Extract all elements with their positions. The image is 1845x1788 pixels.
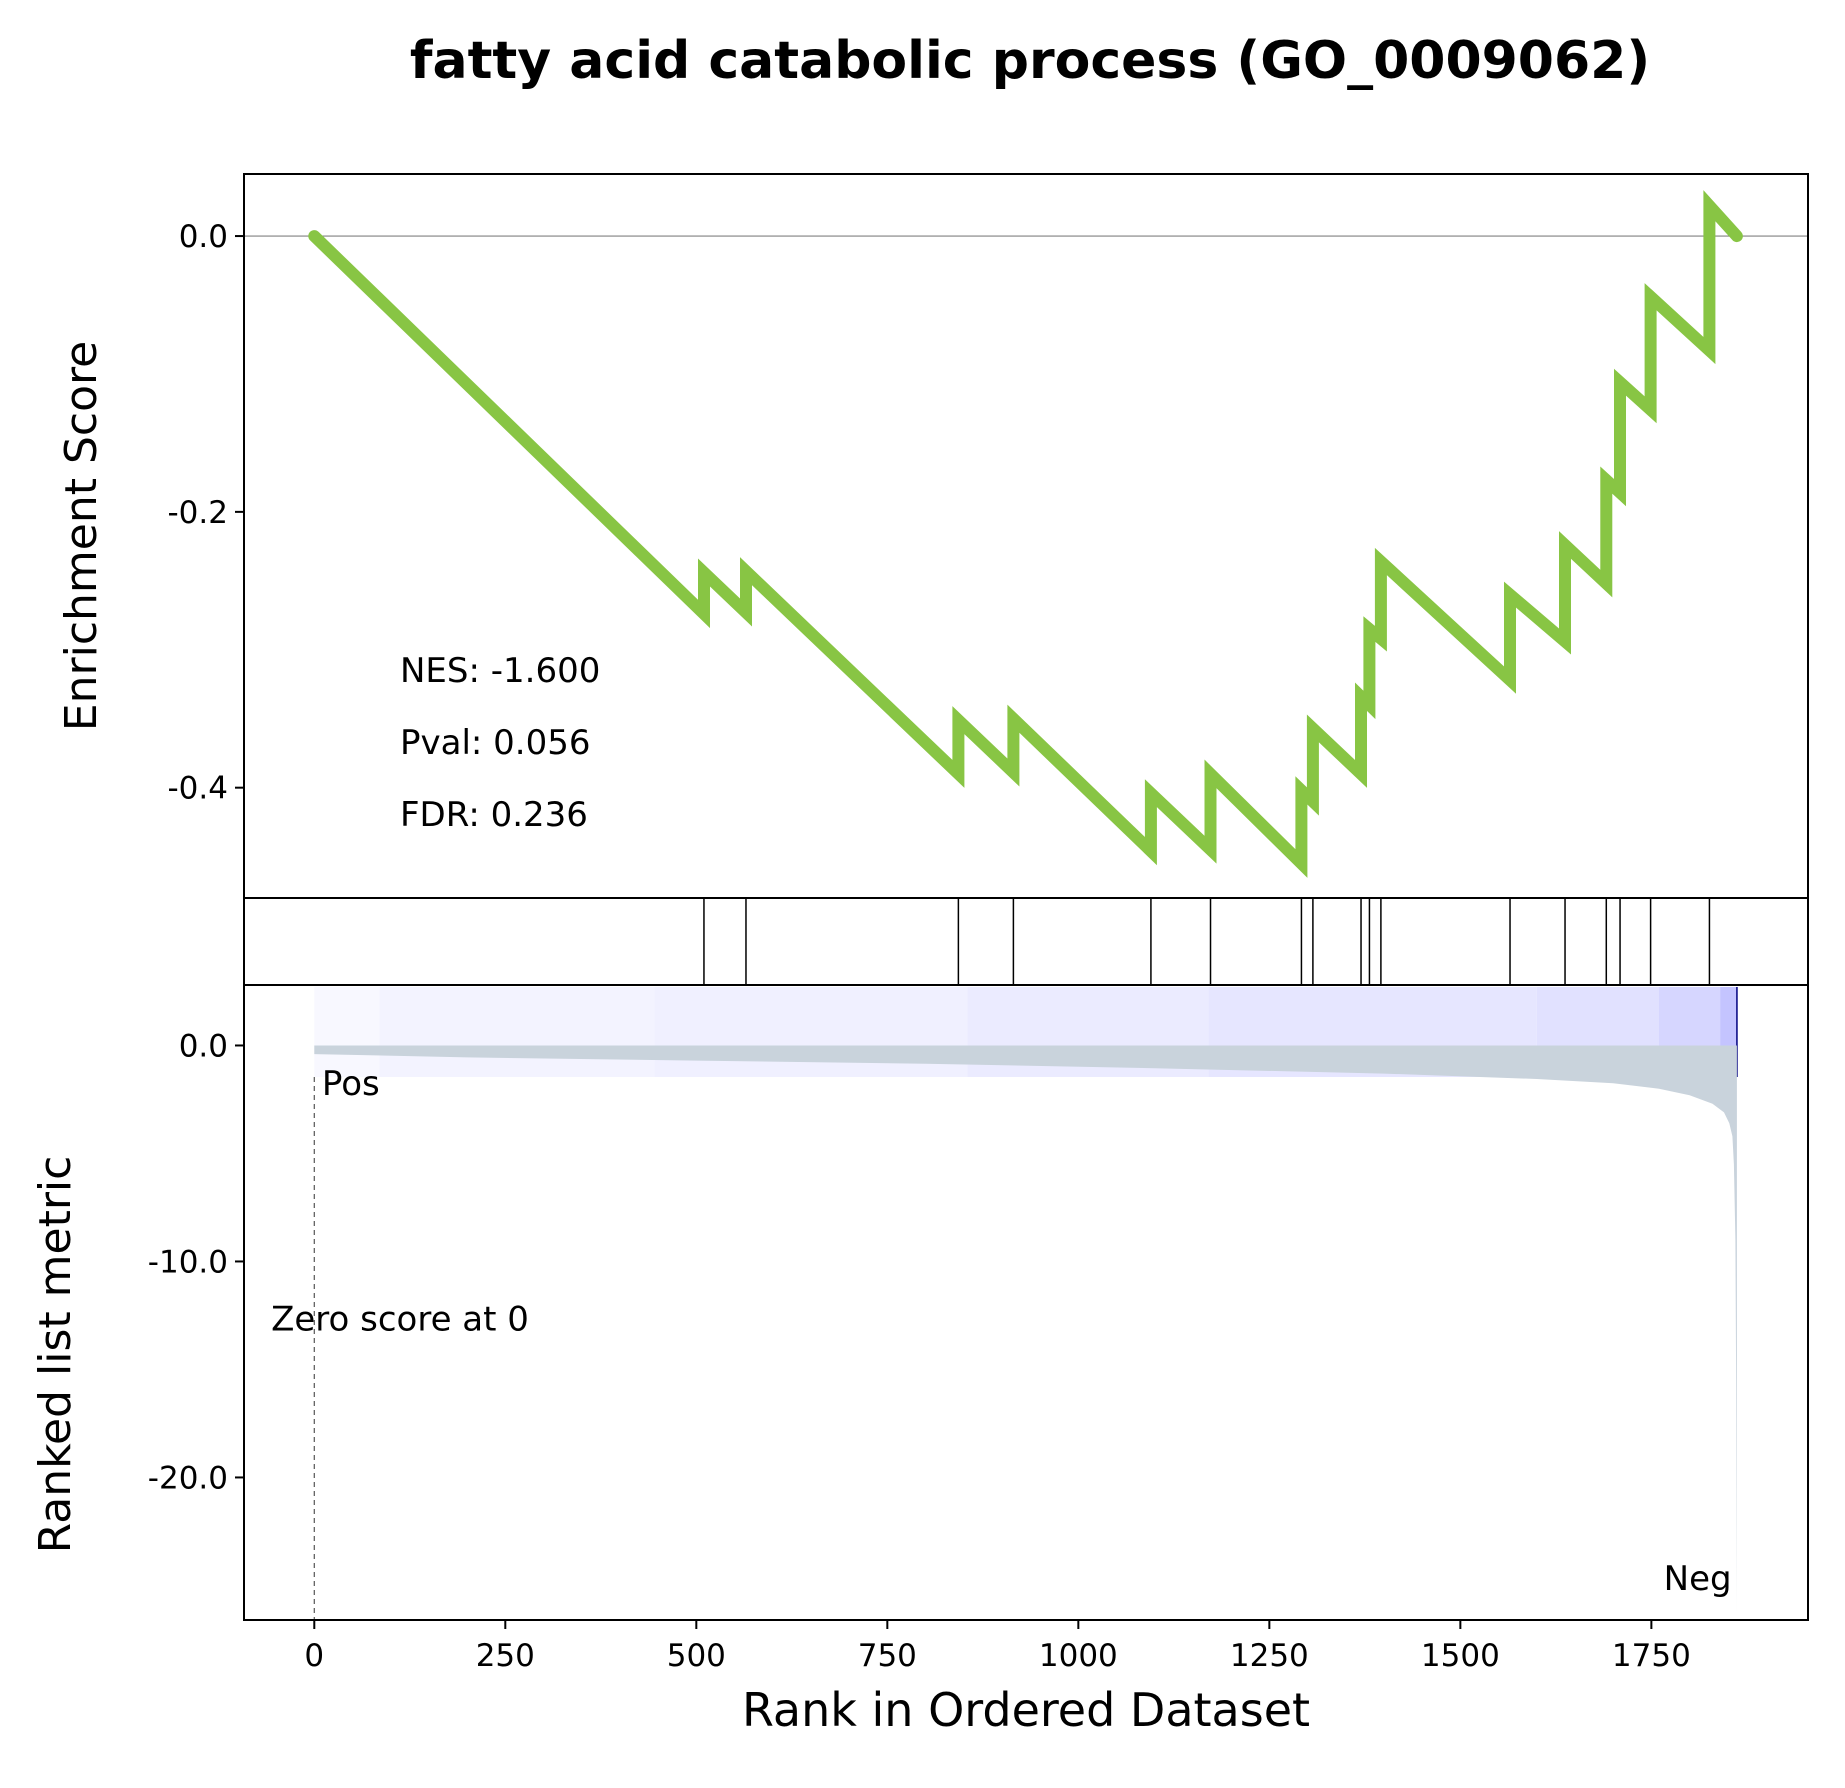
hit-lines — [703, 898, 1711, 985]
enrichment-score-line — [308, 190, 1743, 878]
metric-panel-frame — [243, 984, 1809, 1621]
es-stat-label: Pval: 0.056 — [400, 723, 591, 763]
x-axis-label: Rank in Ordered Dataset — [742, 1683, 1310, 1737]
zero-score-label: Zero score at 0 — [271, 1300, 529, 1340]
ranked-metric-panel: Pos Neg Zero score at 0 0.0 -10.0 -20.0 Ra… — [30, 984, 1809, 1621]
x-tick-label: 1750 — [1612, 1638, 1691, 1674]
x-tick-label: 1500 — [1421, 1638, 1500, 1674]
metric-y-axis-label: Ranked list metric — [30, 1156, 81, 1554]
hits-panel-frame — [243, 897, 1809, 986]
x-tick-label: 1000 — [1039, 1638, 1118, 1674]
es-y-tick-label: 0.0 — [179, 219, 228, 255]
heatmap-segment — [314, 987, 380, 1077]
es-y-axis-label: Enrichment Score — [56, 341, 107, 731]
x-tick-label: 750 — [858, 1638, 917, 1674]
metric-y-ticks: 0.0 -10.0 -20.0 — [148, 1028, 244, 1496]
es-statistics: NES: -1.600 Pval: 0.056 FDR: 0.236 — [400, 651, 600, 835]
x-tick-label: 250 — [476, 1638, 535, 1674]
metric-y-tick-label: -10.0 — [148, 1244, 228, 1280]
pos-label: Pos — [322, 1064, 380, 1104]
metric-y-tick-label: 0.0 — [179, 1028, 228, 1064]
x-tick-label: 0 — [304, 1638, 324, 1674]
x-axis-ticks: 0 250 500 750 1000 1250 1500 1750 — [304, 1620, 1691, 1674]
x-tick-label: 1250 — [1230, 1638, 1309, 1674]
es-y-tick-label: -0.2 — [168, 495, 229, 531]
es-stat-label: FDR: 0.236 — [400, 795, 588, 835]
es-y-tick-label: -0.4 — [168, 771, 229, 807]
enrichment-score-panel: 0.0 -0.2 -0.4 NES: -1.600 Pval: 0.056 FDR: 0… — [56, 173, 1809, 899]
es-panel-frame — [243, 173, 1809, 899]
es-y-ticks: 0.0 -0.2 -0.4 — [168, 219, 244, 807]
x-tick-label: 500 — [667, 1638, 726, 1674]
metric-y-tick-label: -20.0 — [148, 1460, 228, 1496]
neg-label: Neg — [1664, 1559, 1732, 1599]
heatmap-segment — [379, 987, 655, 1077]
es-stat-label: NES: -1.600 — [400, 651, 600, 691]
hits-panel — [243, 897, 1809, 986]
chart-title: fatty acid catabolic process (GO_0009062… — [410, 31, 1650, 91]
